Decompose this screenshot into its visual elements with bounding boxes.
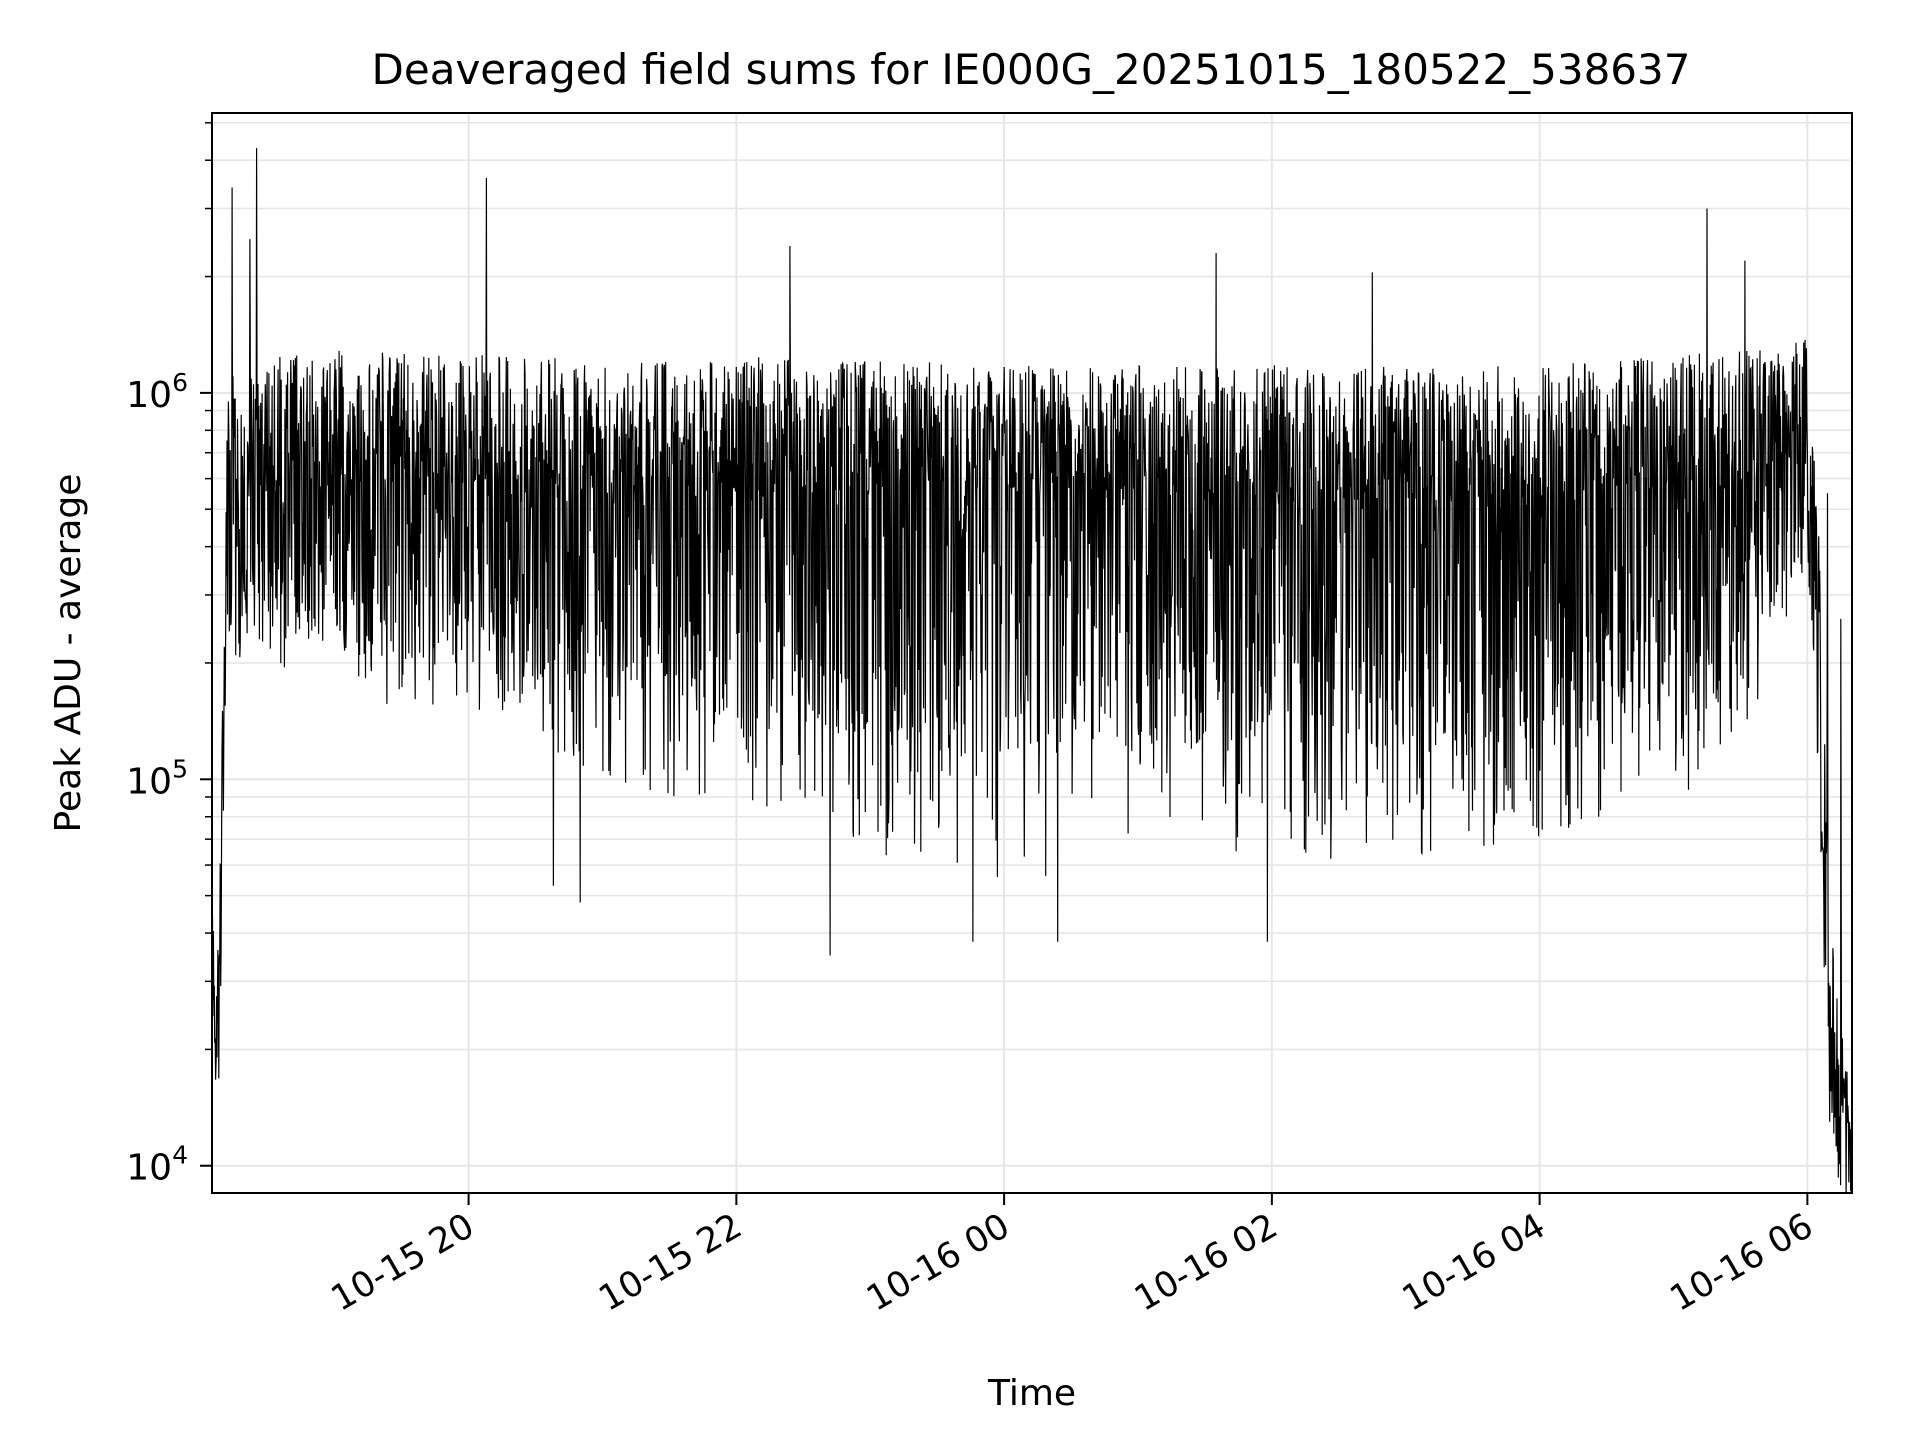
y-axis-label: Peak ADU - average bbox=[48, 474, 89, 833]
series-trace bbox=[212, 148, 1852, 1193]
y-tick-label: 105 bbox=[126, 754, 188, 802]
chart-title: Deaveraged field sums for IE000G_2025101… bbox=[372, 45, 1691, 94]
y-axis-ticks: 104 105 106 bbox=[126, 122, 212, 1189]
y-tick-label: 104 bbox=[126, 1141, 188, 1189]
x-axis-label: Time bbox=[987, 1373, 1076, 1414]
series-line bbox=[212, 148, 1852, 1193]
y-tick-label: 106 bbox=[126, 368, 188, 416]
plot-frame bbox=[211, 112, 1853, 1194]
